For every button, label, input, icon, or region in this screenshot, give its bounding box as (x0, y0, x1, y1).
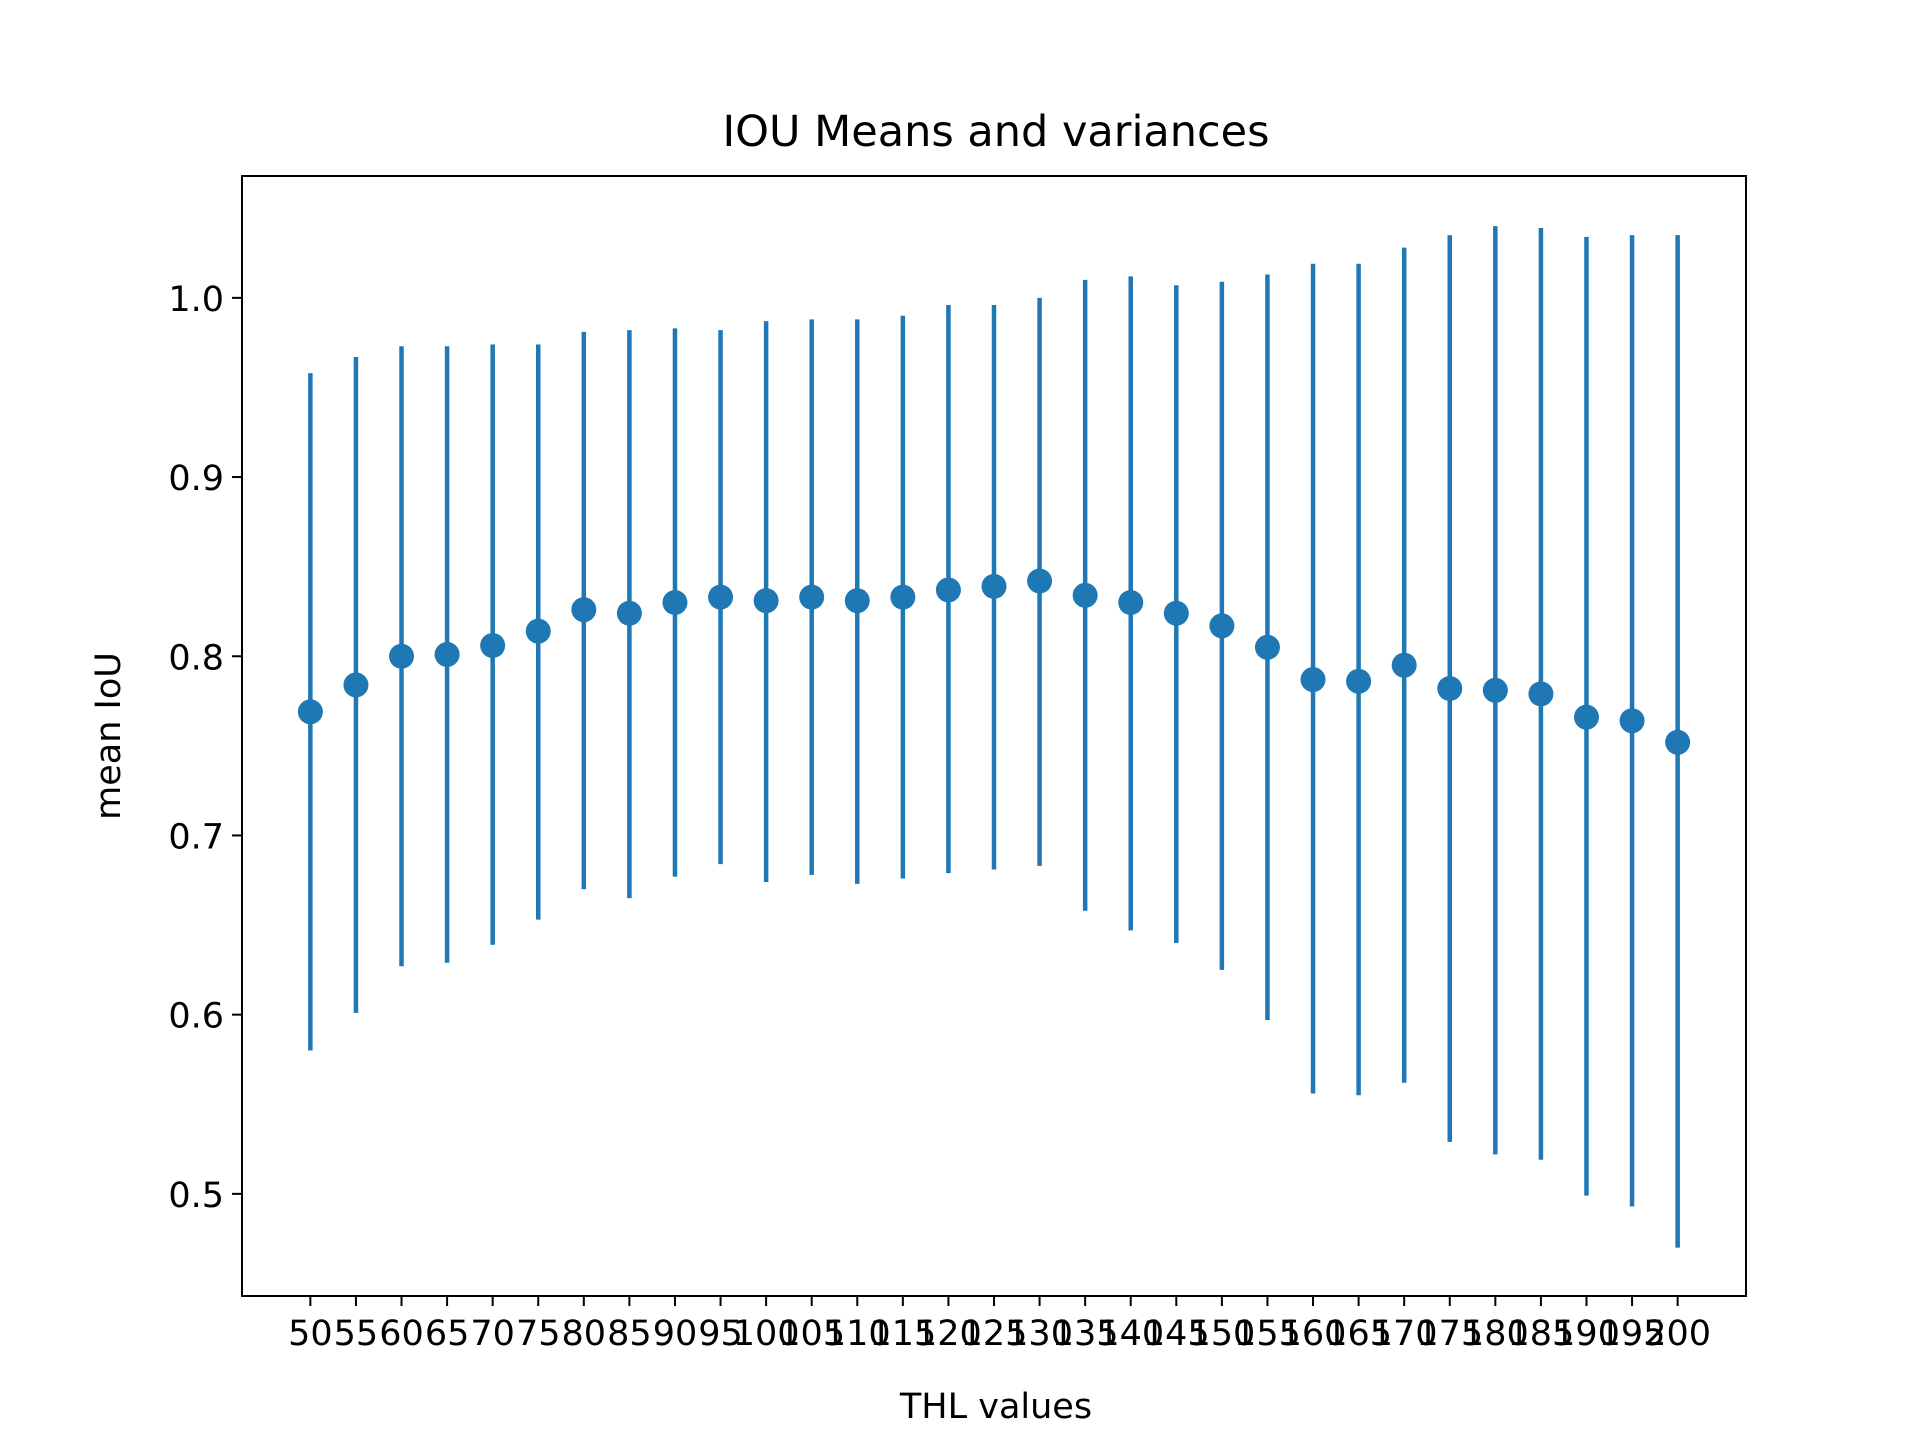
x-tick-label: 135 (1052, 1314, 1119, 1354)
x-tick-label: 190 (1553, 1314, 1620, 1354)
mean-points (297, 568, 1691, 755)
x-tick-label: 55 (334, 1314, 379, 1354)
mean-point (343, 672, 369, 698)
x-tick-label: 75 (516, 1314, 561, 1354)
y-tick-label: 0.6 (168, 997, 224, 1037)
x-tick-label: 85 (607, 1314, 652, 1354)
mean-point (1118, 589, 1144, 615)
mean-point (1437, 676, 1463, 702)
x-tick-label: 65 (425, 1314, 470, 1354)
mean-point (1528, 681, 1554, 707)
y-tick-label: 0.7 (168, 817, 224, 857)
x-tick-label: 100 (733, 1314, 800, 1354)
mean-point (1619, 708, 1645, 734)
chart-title: IOU Means and variances (723, 107, 1270, 157)
mean-point (1027, 568, 1053, 594)
x-tick-label: 150 (1188, 1314, 1255, 1354)
x-tick-label: 115 (869, 1314, 936, 1354)
mean-point (753, 588, 779, 614)
y-tick-label: 1.0 (168, 280, 224, 320)
mean-point (890, 584, 916, 610)
x-tick-label: 110 (824, 1314, 891, 1354)
y-axis-ticks: 0.5 0.6 0.7 0.8 0.9 1.0 (168, 280, 242, 1216)
x-tick-label: 180 (1462, 1314, 1529, 1354)
x-tick-label: 160 (1280, 1314, 1347, 1354)
x-tick-label: 60 (379, 1314, 424, 1354)
mean-point (844, 588, 870, 614)
mean-point (616, 600, 642, 626)
x-tick-label: 50 (288, 1314, 333, 1354)
mean-point (480, 633, 506, 659)
y-tick-label: 0.9 (168, 459, 224, 499)
mean-point (571, 597, 597, 623)
x-tick-label: 80 (562, 1314, 607, 1354)
mean-point (708, 584, 734, 610)
x-tick-label: 90 (653, 1314, 698, 1354)
x-tick-label: 175 (1416, 1314, 1483, 1354)
x-tick-label: 185 (1508, 1314, 1575, 1354)
x-tick-label: 145 (1143, 1314, 1210, 1354)
y-tick-label: 0.5 (168, 1176, 224, 1216)
mean-point (1209, 613, 1235, 639)
mean-point (1254, 634, 1280, 660)
mean-point (1391, 652, 1417, 678)
x-axis-ticks: 50 55 60 65 70 75 80 85 90 9510010511011512012513… (288, 1296, 1711, 1354)
x-tick-label: 120 (915, 1314, 982, 1354)
x-tick-label: 200 (1644, 1314, 1711, 1354)
y-axis-label: mean IoU (89, 652, 129, 820)
x-axis-label: THL values (899, 1387, 1092, 1427)
mean-point (1300, 667, 1326, 693)
x-tick-label: 125 (961, 1314, 1028, 1354)
mean-point (1573, 704, 1599, 730)
x-tick-label: 165 (1325, 1314, 1392, 1354)
mean-point (297, 699, 323, 725)
mean-point (389, 643, 415, 669)
mean-point (1163, 600, 1189, 626)
x-tick-label: 140 (1097, 1314, 1164, 1354)
mean-point (1072, 582, 1098, 608)
mean-point (935, 577, 961, 603)
mean-point (1665, 729, 1691, 755)
mean-point (1346, 668, 1372, 694)
mean-point (525, 618, 551, 644)
mean-point (662, 589, 688, 615)
x-tick-label: 95 (698, 1314, 743, 1354)
x-tick-label: 70 (470, 1314, 515, 1354)
x-tick-label: 170 (1371, 1314, 1438, 1354)
mean-point (434, 641, 460, 667)
mean-point (799, 584, 825, 610)
mean-point (1482, 677, 1508, 703)
x-tick-label: 195 (1599, 1314, 1666, 1354)
x-tick-label: 155 (1234, 1314, 1301, 1354)
y-tick-label: 0.8 (168, 638, 224, 678)
x-tick-label: 105 (778, 1314, 845, 1354)
x-tick-label: 130 (1006, 1314, 1073, 1354)
mean-point (981, 573, 1007, 599)
